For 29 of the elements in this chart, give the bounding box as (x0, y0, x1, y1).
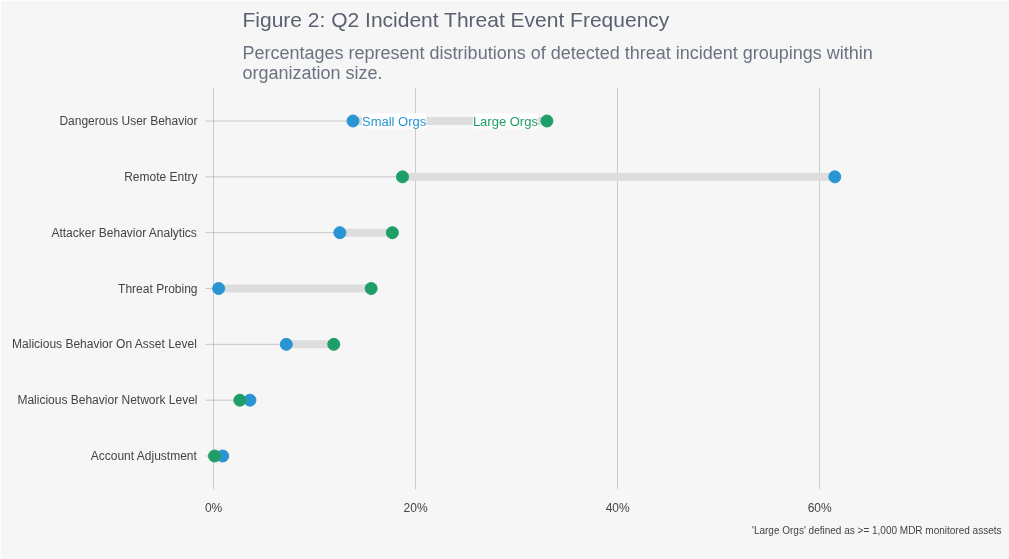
series-label: Large Orgs (472, 113, 539, 129)
chart-subtitle: Percentages represent distributions of detected threat incident groupings within organization size. (242, 42, 873, 83)
x-tick-label: 60% (807, 500, 833, 515)
chart-title: Figure 2: Q2 Incident Threat Event Frequency (242, 7, 670, 31)
point (212, 282, 226, 295)
y-tick-label: Malicious Behavior On Asset Level (12, 337, 197, 352)
point (395, 170, 409, 184)
point (327, 337, 341, 351)
point (333, 226, 347, 240)
point (364, 282, 378, 295)
text: 'Large Orgs' defined as >= 1,000 MDR monitored assets (751, 524, 1002, 536)
y-tick-label: Attacker Behavior Analytics (51, 225, 197, 240)
point (279, 337, 293, 351)
y-tick-label: Malicious Behavior Network Level (17, 393, 198, 408)
y-tick-label: Dangerous User Behavior (59, 114, 198, 128)
point (385, 226, 399, 240)
y-tick-label: Account Adjustment (90, 449, 198, 463)
y-tick-label: Threat Probing (118, 281, 198, 296)
point (346, 114, 360, 128)
point (540, 114, 554, 128)
series-label: Small Orgs (361, 113, 427, 129)
x-tick-label: 0% (204, 500, 223, 515)
x-tick-label: 20% (403, 500, 428, 515)
point (243, 393, 257, 407)
point (828, 170, 842, 184)
point (208, 449, 222, 463)
point (233, 393, 247, 407)
x-tick-label: 40% (605, 500, 630, 515)
y-tick-label: Remote Entry (124, 169, 198, 184)
